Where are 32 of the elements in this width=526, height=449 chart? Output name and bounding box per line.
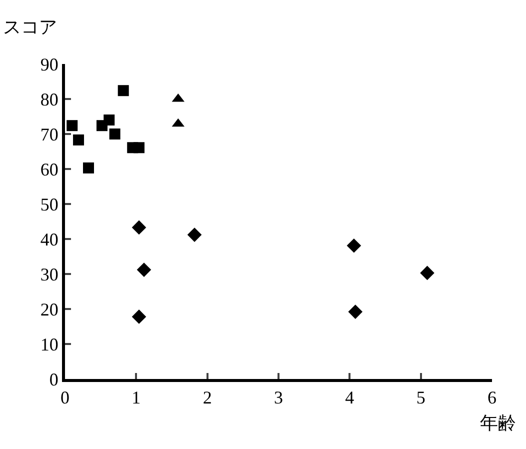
x-tick-label: 6 xyxy=(488,388,496,408)
point xyxy=(346,238,362,253)
x-tick-label: 1 xyxy=(132,388,141,408)
point xyxy=(82,162,94,174)
point xyxy=(66,120,78,132)
y-tick-label: 30 xyxy=(40,264,58,284)
point xyxy=(348,304,363,319)
x-tick-label: 5 xyxy=(416,388,426,408)
point xyxy=(420,266,434,280)
y-tick-label: 10 xyxy=(40,334,58,354)
point xyxy=(187,228,202,242)
point xyxy=(109,128,120,140)
x-tick-label: 2 xyxy=(202,388,212,408)
point xyxy=(132,220,146,235)
x-tick-label: 3 xyxy=(274,388,283,408)
point xyxy=(132,310,146,324)
x-axis-title: 年齢 xyxy=(480,413,516,433)
y-axis-title: スコア xyxy=(3,17,57,37)
y-tick-label: 0 xyxy=(49,369,58,390)
y-tick-label: 70 xyxy=(40,124,58,144)
x-tick-label: 4 xyxy=(345,388,354,408)
point xyxy=(134,142,145,154)
point xyxy=(73,134,84,146)
y-tick-label: 20 xyxy=(40,299,58,320)
y-tick-label: 80 xyxy=(40,89,58,110)
y-tick-label: 50 xyxy=(40,194,58,214)
y-tick-label: 40 xyxy=(40,229,58,250)
y-tick-label: 90 xyxy=(40,54,58,74)
point xyxy=(118,85,129,96)
y-tick-label: 60 xyxy=(40,159,58,180)
point xyxy=(104,114,115,126)
point xyxy=(136,262,152,277)
